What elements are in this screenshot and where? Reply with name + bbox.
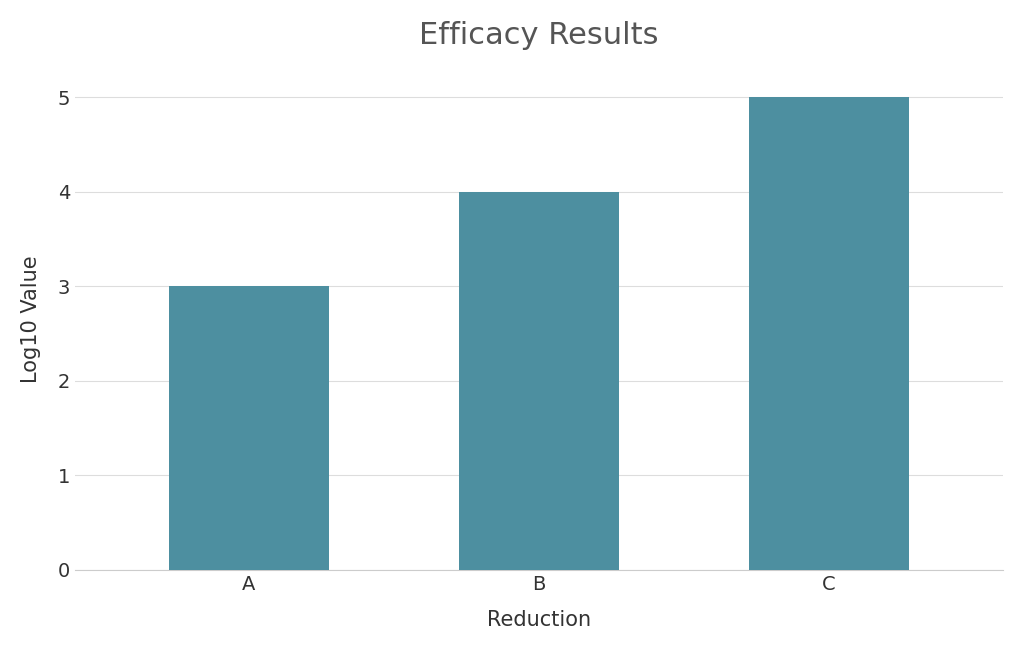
Title: Efficacy Results: Efficacy Results xyxy=(419,21,658,50)
Bar xyxy=(750,97,909,570)
Bar xyxy=(459,191,618,570)
X-axis label: Reduction: Reduction xyxy=(487,610,591,630)
Bar xyxy=(169,286,329,570)
Y-axis label: Log10 Value: Log10 Value xyxy=(20,255,41,383)
